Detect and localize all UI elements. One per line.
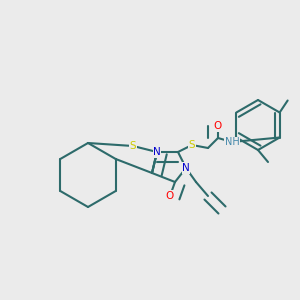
Text: S: S <box>130 141 136 151</box>
Text: S: S <box>189 140 195 150</box>
Text: NH: NH <box>225 137 239 147</box>
Text: N: N <box>182 163 190 173</box>
Text: O: O <box>166 191 174 201</box>
Text: O: O <box>214 121 222 131</box>
Text: N: N <box>153 147 161 157</box>
